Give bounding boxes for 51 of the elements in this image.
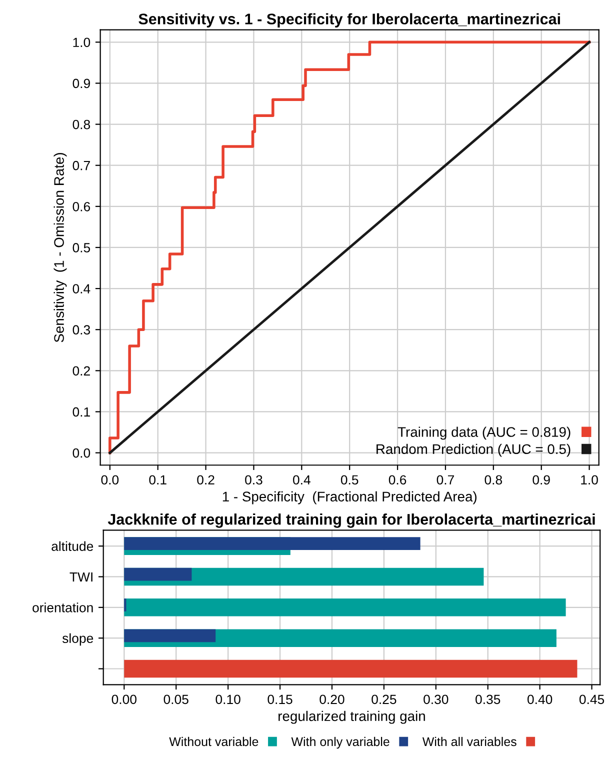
x-tick-label: 0.3: [245, 475, 262, 485]
y-axis-title: Sensitivity (1 - Omission Rate): [54, 153, 67, 342]
x-tick-label: 0.6: [388, 475, 406, 485]
bar: [124, 629, 216, 642]
y-tick-label: 0.4: [72, 284, 90, 294]
x-tick-label: 0.1: [149, 475, 166, 485]
x-tick-label: 0.7: [436, 475, 454, 485]
x-tick-label: 0.2: [197, 475, 214, 485]
y-tick-label: 0.0: [72, 448, 90, 458]
x-tick-label: 0.9: [532, 475, 550, 485]
x-tick-label: 0.15: [268, 694, 292, 704]
x-tick-label: 0.20: [320, 694, 344, 704]
y-tick-label: slope: [62, 633, 94, 646]
x-tick-label: 1.0: [581, 475, 598, 485]
legend-label: With all variables: [422, 736, 516, 746]
y-tick-label: 0.3: [72, 325, 90, 335]
y-tick-label: 1.0: [73, 38, 90, 48]
legend-label: Training data (AUC = 0.819): [398, 426, 570, 440]
x-tick-label: 0.40: [528, 694, 552, 704]
legend-label: Random Prediction (AUC = 0.5): [376, 444, 570, 457]
y-tick-label: 0.2: [72, 366, 90, 376]
bar: [124, 598, 566, 616]
bar: [124, 568, 192, 581]
x-tick-label: 0.10: [216, 694, 240, 704]
x-axis-title: regularized training gain: [278, 710, 425, 724]
x-tick-label: 0.5: [340, 475, 358, 485]
y-tick-label: TWI: [70, 572, 92, 582]
x-tick-label: 0.30: [424, 694, 448, 704]
x-tick-label: 0.00: [112, 694, 136, 704]
y-tick-label: 0.9: [72, 78, 90, 88]
x-tick-label: 0.0: [101, 475, 119, 485]
bar: [124, 537, 420, 550]
y-tick-label: 0.1: [72, 407, 90, 417]
y-tick-label: 0.8: [72, 120, 90, 130]
bar: [124, 660, 578, 678]
chart-title: Jackknife of regularized training gain for Iberolacerta_martinezricai: [108, 514, 595, 528]
x-tick-label: 0.45: [579, 694, 604, 704]
x-tick-label: 0.05: [164, 694, 188, 704]
x-tick-label: 0.25: [372, 694, 396, 704]
x-axis-title: 1 - Specificity (Fractional Predicted Area): [222, 491, 476, 504]
y-tick-label: 0.6: [72, 202, 90, 212]
x-tick-label: 0.4: [293, 475, 310, 485]
legend-label: Without variable: [169, 736, 258, 746]
legend-label: With only variable: [291, 736, 390, 749]
chart-title: Sensitivity vs. 1 - Specificity for Iberolacerta_martinezricai: [138, 13, 560, 28]
x-tick-label: 0.8: [484, 475, 502, 485]
y-tick-label: 0.7: [72, 160, 90, 170]
y-tick-label: orientation: [32, 602, 93, 612]
x-tick-label: 0.35: [476, 694, 500, 704]
y-tick-label: altitude: [52, 541, 94, 551]
y-tick-label: 0.5: [72, 243, 90, 252]
